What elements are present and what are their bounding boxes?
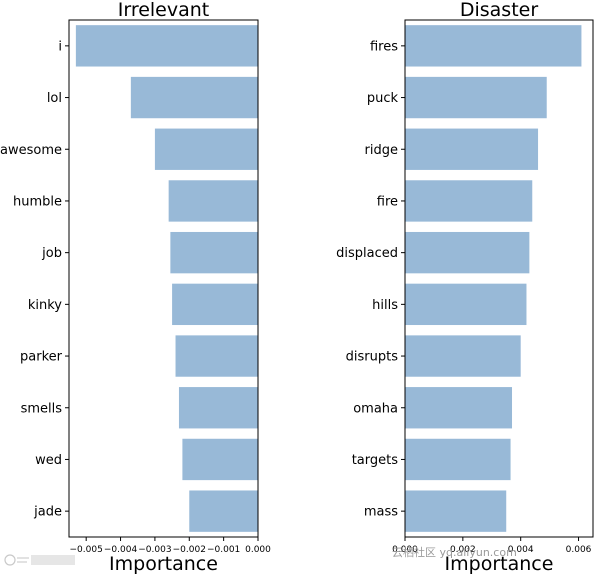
category-label: parker (20, 350, 63, 365)
category-label: hills (372, 298, 398, 313)
axes-frame (68, 19, 259, 538)
bar-smells (178, 387, 258, 429)
category-label: fires (370, 39, 398, 54)
category-label: lol (47, 91, 62, 106)
xtick-label: −0.005 (70, 545, 103, 555)
bar-job (170, 231, 258, 274)
bar-hills (405, 283, 527, 326)
bar-jade (189, 490, 258, 532)
category-label: ridge (365, 143, 398, 158)
category-label: kinky (28, 298, 62, 313)
chart-title: Irrelevant (118, 0, 210, 21)
x-axis-label: Importance (445, 553, 554, 574)
bar-ridge (405, 128, 539, 170)
bar-disrupts (405, 335, 521, 377)
category-label: job (41, 246, 62, 261)
watermark-text: 云栖社区 yq.aliyun.com (392, 545, 517, 559)
bar-puck (405, 76, 547, 119)
category-label: displaced (336, 246, 398, 261)
chart-irrelevant: i lol awesome humble job kinky parker smells wed… (0, 0, 271, 574)
category-label: wed (35, 453, 62, 468)
category-label: fire (377, 194, 398, 209)
watermark-logo (4, 554, 75, 566)
bar-wed (182, 438, 258, 481)
bar-targets (405, 438, 511, 481)
xtick-label: −0.002 (173, 545, 206, 555)
category-label: puck (367, 91, 399, 106)
xtick-label: −0.004 (104, 545, 138, 555)
category-label: targets (352, 453, 399, 468)
category-label: awesome (0, 143, 62, 158)
xtick-label: 0.004 (508, 545, 534, 555)
bar-fires (405, 25, 582, 67)
category-label: i (58, 39, 62, 54)
bar-awesome (154, 128, 258, 170)
bar-lol (130, 76, 258, 119)
category-label: smells (21, 401, 63, 416)
xtick-label: −0.001 (207, 545, 240, 555)
bar-parker (175, 335, 258, 377)
axes-frame (404, 19, 594, 538)
xtick-label: 0.006 (566, 545, 592, 555)
xtick-label: 0.000 (392, 545, 418, 555)
bar-displaced (405, 231, 530, 274)
category-label: humble (13, 194, 62, 209)
chart-title: Disaster (460, 0, 538, 21)
category-label: mass (364, 505, 398, 520)
bar-i (75, 25, 258, 67)
x-axis-label: Importance (109, 553, 218, 574)
bar-mass (405, 490, 507, 532)
category-label: disrupts (346, 350, 399, 365)
bar-kinky (172, 283, 258, 326)
chart-disaster: fires puck ridge fire displaced hills disrupts… (336, 0, 594, 574)
bar-humble (168, 180, 258, 222)
bar-fire (405, 180, 533, 222)
xtick-label: 0.002 (450, 545, 476, 555)
category-label: omaha (353, 401, 398, 416)
bar-omaha (405, 387, 513, 429)
category-label: jade (33, 505, 62, 520)
xtick-label: 0.000 (245, 545, 271, 555)
xtick-label: −0.003 (138, 545, 171, 555)
